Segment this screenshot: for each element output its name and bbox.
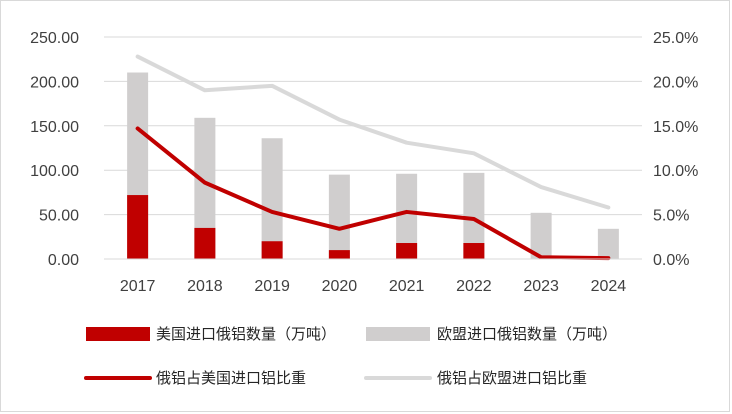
bar-us-2018 xyxy=(194,227,216,259)
x-tick-label: 2017 xyxy=(120,278,156,295)
legend-eu-line-label: 俄铝占欧盟进口铝比重 xyxy=(437,369,587,387)
x-tick-label: 2019 xyxy=(254,278,290,295)
legend-eu-bar-label: 欧盟进口俄铝数量（万吨） xyxy=(437,325,617,343)
bar-eu-2018 xyxy=(194,117,216,259)
x-tick-label: 2018 xyxy=(187,278,223,295)
bar-us-2017 xyxy=(127,195,149,259)
lines xyxy=(135,54,611,261)
bar-eu-2024 xyxy=(597,228,619,259)
bar-eu-2021 xyxy=(396,173,418,259)
bar-us-2021 xyxy=(396,243,418,259)
bar-us-2019 xyxy=(261,241,283,259)
line-eu-share xyxy=(135,54,611,210)
axes: 0.00 50.00 100.00 150.00 200.00 250.00 0.0% 5.0… xyxy=(30,30,698,295)
y-tick-label: 250.00 xyxy=(30,30,79,47)
y2-tick-label: 15.0% xyxy=(653,119,698,136)
y-tick-label: 100.00 xyxy=(30,163,79,180)
bar-eu-2019 xyxy=(261,138,283,259)
x-tick-label: 2023 xyxy=(523,278,559,295)
x-tick-label: 2021 xyxy=(389,278,425,295)
y-tick-label: 200.00 xyxy=(30,74,79,91)
bar-eu-2020 xyxy=(328,174,350,259)
legend-us-line-label: 俄铝占美国进口铝比重 xyxy=(156,369,306,387)
legend-us-bar-swatch xyxy=(86,327,150,341)
bar-eu-2023 xyxy=(530,212,552,259)
y-tick-label: 50.00 xyxy=(39,208,79,225)
legend: 美国进口俄铝数量（万吨） 欧盟进口俄铝数量（万吨） 俄铝占美国进口铝比重 俄铝占欧盟进… xyxy=(84,325,617,387)
x-tick-label: 2020 xyxy=(322,278,358,295)
y-tick-label: 150.00 xyxy=(30,119,79,136)
gridlines xyxy=(104,36,642,216)
bar-us-2020 xyxy=(328,250,350,259)
x-tick-label: 2024 xyxy=(591,278,627,295)
bars xyxy=(127,72,619,260)
x-tick-label: 2022 xyxy=(456,278,492,295)
y2-tick-label: 10.0% xyxy=(653,163,698,180)
bar-us-2022 xyxy=(463,243,485,259)
legend-us-bar-label: 美国进口俄铝数量（万吨） xyxy=(156,325,336,343)
y2-tick-label: 20.0% xyxy=(653,74,698,91)
y2-tick-label: 5.0% xyxy=(653,208,689,225)
line-us-share xyxy=(135,126,611,261)
y-tick-label: 0.00 xyxy=(48,252,79,269)
y2-tick-label: 25.0% xyxy=(653,30,698,47)
y2-tick-label: 0.0% xyxy=(653,252,689,269)
legend-eu-bar-swatch xyxy=(366,327,430,341)
bar-eu-2022 xyxy=(463,172,485,259)
